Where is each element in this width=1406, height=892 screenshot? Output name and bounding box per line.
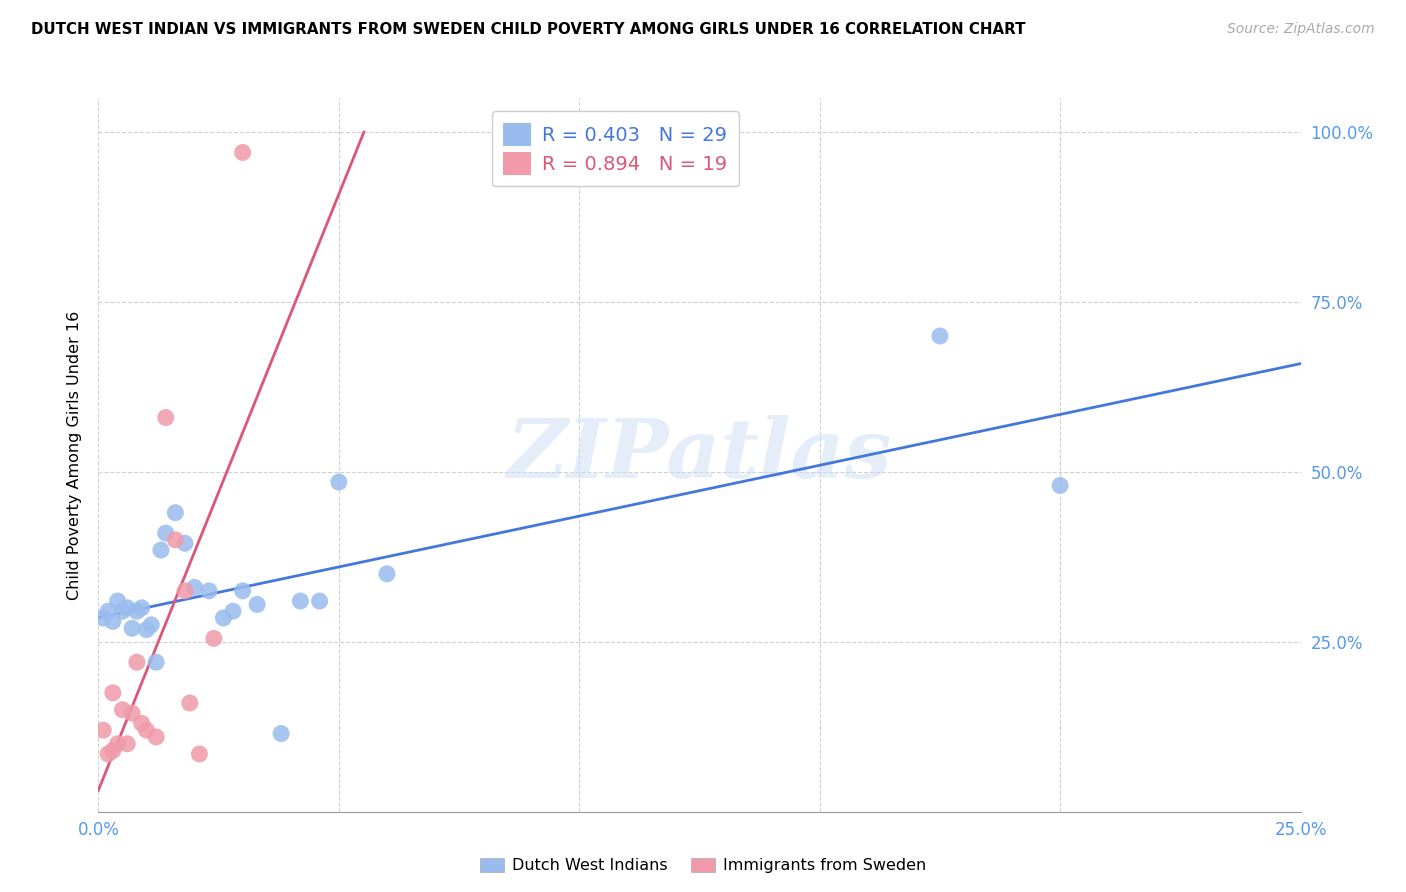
Point bbox=[117, 600, 139, 615]
Point bbox=[135, 623, 157, 637]
Point bbox=[188, 747, 211, 761]
Point bbox=[149, 543, 172, 558]
Point bbox=[155, 410, 177, 425]
Point bbox=[222, 604, 245, 618]
Point bbox=[121, 706, 143, 721]
Point bbox=[246, 598, 269, 612]
Point bbox=[101, 686, 124, 700]
Point bbox=[101, 743, 124, 757]
Point bbox=[183, 581, 205, 595]
Point bbox=[91, 723, 114, 738]
Point bbox=[198, 583, 221, 598]
Legend: Dutch West Indians, Immigrants from Sweden: Dutch West Indians, Immigrants from Swed… bbox=[474, 851, 932, 880]
Legend: R = 0.403   N = 29, R = 0.894   N = 19: R = 0.403 N = 29, R = 0.894 N = 19 bbox=[492, 112, 740, 186]
Point bbox=[145, 655, 167, 669]
Point bbox=[308, 594, 330, 608]
Point bbox=[125, 604, 148, 618]
Point bbox=[155, 526, 177, 541]
Point bbox=[141, 617, 163, 632]
Point bbox=[174, 583, 197, 598]
Point bbox=[202, 632, 225, 646]
Point bbox=[165, 533, 187, 547]
Point bbox=[232, 145, 254, 160]
Text: Source: ZipAtlas.com: Source: ZipAtlas.com bbox=[1227, 22, 1375, 37]
Point bbox=[290, 594, 312, 608]
Point bbox=[97, 604, 120, 618]
Point bbox=[1049, 478, 1071, 492]
Point bbox=[375, 566, 398, 581]
Point bbox=[232, 583, 254, 598]
Point bbox=[174, 536, 197, 550]
Point bbox=[131, 716, 153, 731]
Point bbox=[107, 737, 129, 751]
Point bbox=[131, 600, 153, 615]
Text: DUTCH WEST INDIAN VS IMMIGRANTS FROM SWEDEN CHILD POVERTY AMONG GIRLS UNDER 16 C: DUTCH WEST INDIAN VS IMMIGRANTS FROM SWE… bbox=[31, 22, 1025, 37]
Point bbox=[212, 611, 235, 625]
Point bbox=[928, 329, 950, 343]
Point bbox=[135, 723, 157, 738]
Point bbox=[101, 615, 124, 629]
Point bbox=[91, 611, 114, 625]
Point bbox=[165, 506, 187, 520]
Point bbox=[107, 594, 129, 608]
Point bbox=[121, 621, 143, 635]
Point bbox=[270, 726, 292, 740]
Point bbox=[145, 730, 167, 744]
Point bbox=[179, 696, 201, 710]
Y-axis label: Child Poverty Among Girls Under 16: Child Poverty Among Girls Under 16 bbox=[66, 310, 82, 599]
Point bbox=[125, 655, 148, 669]
Point bbox=[117, 737, 139, 751]
Point bbox=[111, 604, 134, 618]
Point bbox=[328, 475, 350, 489]
Point bbox=[111, 703, 134, 717]
Text: ZIPatlas: ZIPatlas bbox=[506, 415, 893, 495]
Point bbox=[97, 747, 120, 761]
